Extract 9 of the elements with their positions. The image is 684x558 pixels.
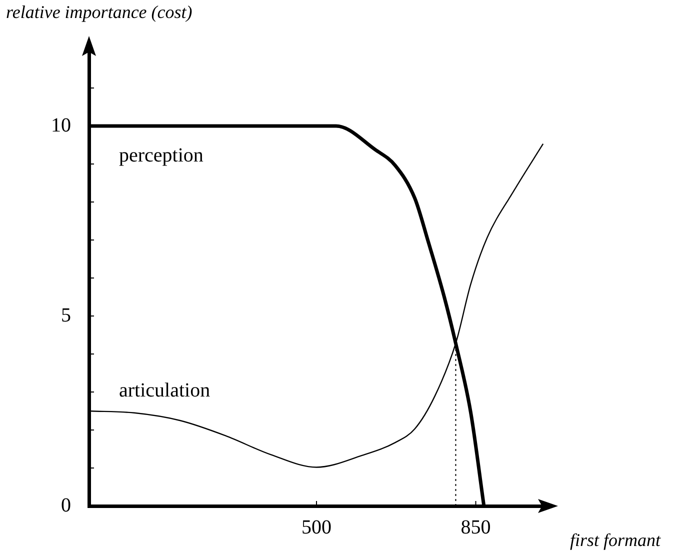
x-tick-label: 500 (302, 516, 332, 538)
series-label: articulation (119, 379, 210, 402)
y-axis-title: relative importance (cost) (6, 2, 192, 23)
y-tick-label: 5 (61, 304, 71, 326)
series-label: perception (119, 144, 204, 166)
y-tick-label: 10 (51, 114, 71, 136)
x-tick-label: 850 (460, 516, 491, 538)
y-tick-label: 0 (61, 494, 71, 516)
x-axis-title: first formant (570, 530, 661, 551)
